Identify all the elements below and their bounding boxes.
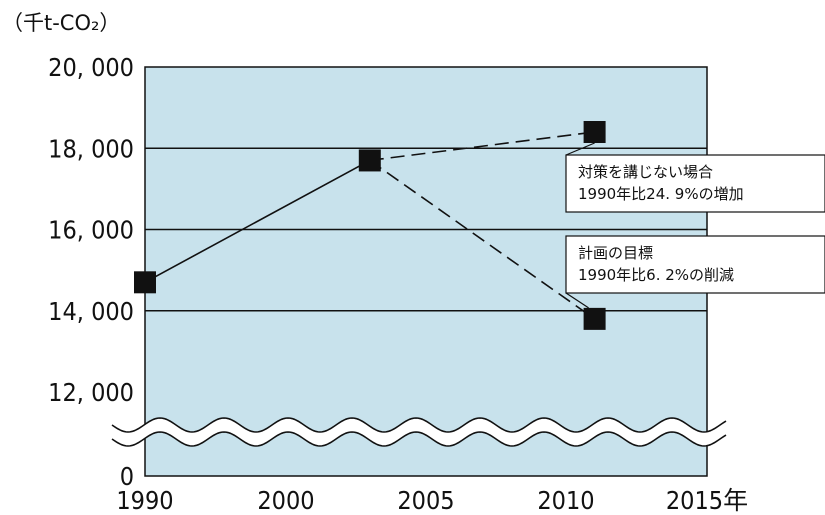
x-tick-label-4: 2015年 [666, 486, 748, 515]
x-tick-label-2: 2005 [397, 486, 454, 515]
callout-box-0 [565, 154, 825, 213]
callout-text-1-0: 計画の目標 [578, 244, 653, 262]
y-tick-label-3: 16, 000 [48, 216, 134, 245]
x-tick-label-0: 1990 [116, 486, 173, 515]
callout-0: 対策を講じない場合 1990年比24. 9%の増加 [565, 142, 825, 213]
data-point-0-1 [358, 149, 381, 172]
y-tick-label-5: 20, 000 [48, 53, 134, 82]
callout-text-0-0: 対策を講じない場合 [578, 163, 713, 181]
y-tick-label-1: 12, 000 [48, 378, 134, 407]
axis-break-lower-line [111, 431, 727, 447]
data-point-1-1 [583, 121, 606, 143]
data-point-0-0 [134, 271, 156, 294]
x-tick-label-1: 2000 [257, 486, 314, 515]
y-tick-label-4: 18, 000 [48, 134, 134, 163]
axis-break-upper-line [111, 417, 727, 433]
series-line-0 [144, 159, 371, 284]
unit-label: （千t-CO₂） [2, 11, 120, 35]
callout-text-0-1: 1990年比24. 9%の増加 [578, 185, 744, 203]
callout-text-1-1: 1990年比6. 2%の削減 [578, 266, 734, 284]
y-tick-label-2: 14, 000 [48, 297, 134, 326]
y-tick-label-0: 0 [120, 462, 134, 491]
callout-1: 計画の目標 1990年比6. 2%の削減 [565, 235, 825, 309]
callout-leader-0 [565, 142, 595, 156]
callout-box-1 [565, 235, 825, 294]
data-point-2-1 [583, 307, 606, 330]
x-tick-label-3: 2010 [537, 486, 594, 515]
series-line-2 [369, 159, 596, 320]
callout-leader-1 [565, 292, 589, 309]
series-line-1 [369, 131, 595, 162]
